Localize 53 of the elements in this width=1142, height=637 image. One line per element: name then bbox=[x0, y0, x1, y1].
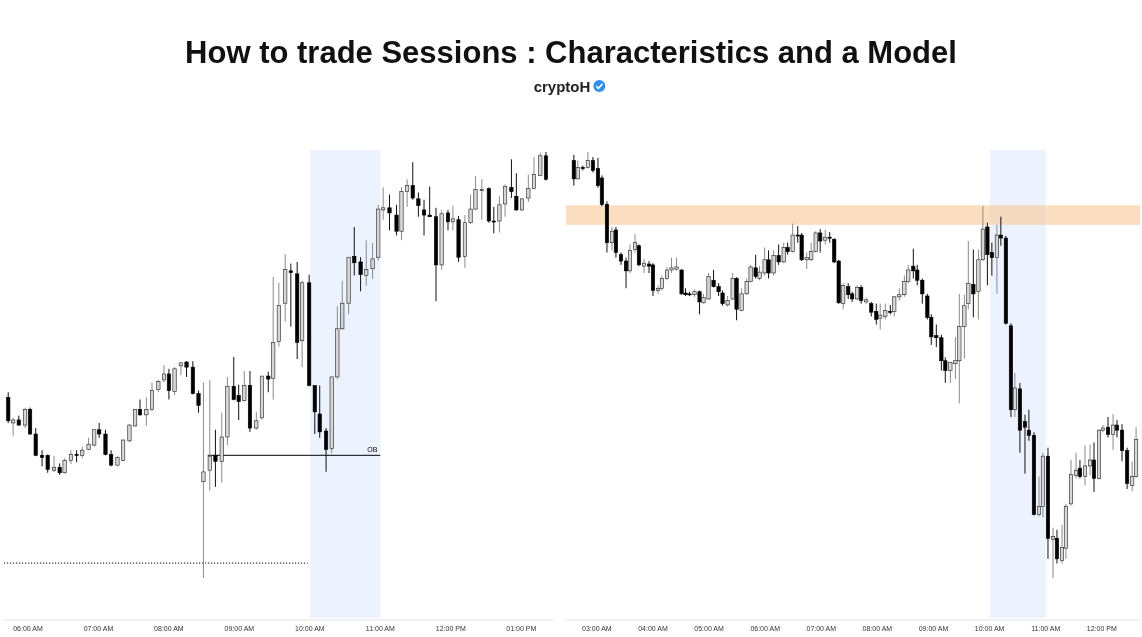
candlestick bbox=[387, 194, 392, 231]
candlestick bbox=[266, 371, 271, 393]
candlestick bbox=[575, 160, 580, 181]
chart-subtitle: cryptoH bbox=[533, 78, 591, 95]
candlestick bbox=[450, 205, 455, 231]
candlestick bbox=[633, 233, 638, 254]
candlestick bbox=[23, 407, 28, 429]
candlestick bbox=[514, 172, 519, 212]
candlestick bbox=[1077, 459, 1082, 479]
candlestick bbox=[166, 368, 171, 401]
candlestick bbox=[730, 272, 735, 301]
candlestick bbox=[201, 381, 206, 579]
candlestick bbox=[543, 151, 548, 182]
candlestick bbox=[1012, 372, 1017, 418]
candlestick bbox=[1111, 413, 1116, 451]
candlestick bbox=[610, 226, 615, 251]
chart-title: How to trade Sessions : Characteristics and a Model bbox=[185, 35, 957, 70]
candlestick bbox=[776, 243, 781, 266]
candlestick bbox=[178, 361, 183, 376]
candlestick bbox=[818, 228, 823, 254]
candlestick bbox=[753, 254, 758, 280]
candlestick bbox=[52, 455, 57, 473]
candlestick bbox=[138, 399, 143, 417]
candlestick bbox=[771, 249, 776, 277]
candlestick bbox=[509, 158, 514, 199]
candlestick bbox=[1083, 445, 1088, 487]
candlestick bbox=[161, 364, 166, 383]
candlestick bbox=[97, 422, 102, 439]
candlestick bbox=[68, 449, 73, 465]
candlestick bbox=[627, 243, 632, 274]
candlestick bbox=[1054, 529, 1059, 565]
candlestick bbox=[585, 151, 590, 170]
candlestick bbox=[1051, 527, 1056, 579]
candlestick bbox=[641, 258, 646, 274]
candlestick bbox=[766, 249, 771, 280]
candlestick bbox=[859, 284, 864, 305]
candlestick bbox=[6, 391, 11, 424]
candlestick bbox=[971, 249, 976, 318]
candlestick bbox=[288, 263, 293, 328]
candlestick bbox=[370, 242, 375, 280]
candlestick bbox=[364, 239, 369, 287]
candlestick bbox=[613, 226, 618, 259]
candlestick bbox=[172, 366, 177, 396]
candlestick bbox=[445, 209, 450, 231]
candlestick bbox=[242, 370, 247, 403]
candlestick bbox=[317, 384, 322, 439]
candlestick bbox=[207, 379, 212, 492]
candlestick bbox=[1091, 442, 1096, 493]
candlestick bbox=[394, 204, 399, 236]
candlestick bbox=[790, 223, 795, 254]
candlestick bbox=[1106, 416, 1111, 438]
candlestick bbox=[841, 282, 846, 310]
candlestick bbox=[994, 224, 999, 295]
